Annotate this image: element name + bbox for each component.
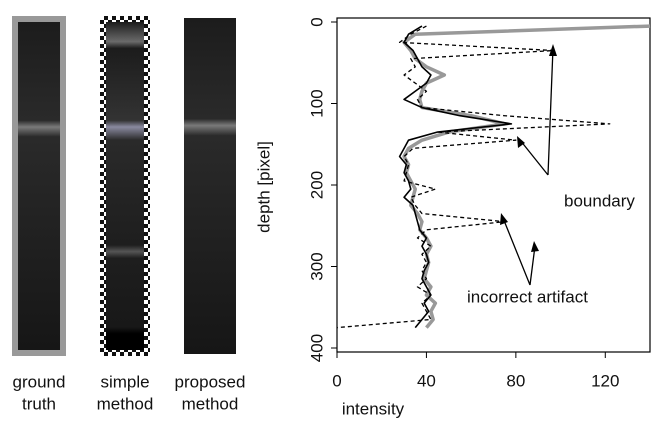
series-line: [402, 24, 651, 329]
strip-label: method: [97, 394, 154, 413]
strip-label: truth: [22, 394, 56, 413]
strip-label: ground: [13, 372, 66, 391]
annotation: boundary: [564, 191, 635, 210]
annotation: incorrect artifact: [467, 287, 588, 306]
x-tick-label: 80: [506, 371, 525, 390]
x-tick-label: 0: [332, 371, 341, 390]
strip-image: [18, 22, 60, 350]
strip-image: [184, 18, 236, 354]
strip-image: [106, 22, 144, 350]
x-tick-label: 120: [591, 371, 619, 390]
annotation-arrows: [502, 47, 554, 286]
strip-label: simple: [100, 372, 149, 391]
x-axis-label: intensity: [342, 399, 405, 418]
x-tick-label: 40: [417, 371, 436, 390]
strip-label: method: [182, 394, 239, 413]
y-tick-label: 100: [307, 89, 326, 117]
strip-label: proposed: [175, 372, 246, 391]
y-axis-label: depth [pixel]: [254, 141, 273, 233]
y-tick-label: 200: [307, 171, 326, 199]
y-tick-label: 400: [307, 334, 326, 362]
series-line: [398, 25, 513, 329]
y-tick-label: 300: [307, 252, 326, 280]
series-line: [336, 25, 611, 329]
y-tick-label: 0: [307, 17, 326, 26]
